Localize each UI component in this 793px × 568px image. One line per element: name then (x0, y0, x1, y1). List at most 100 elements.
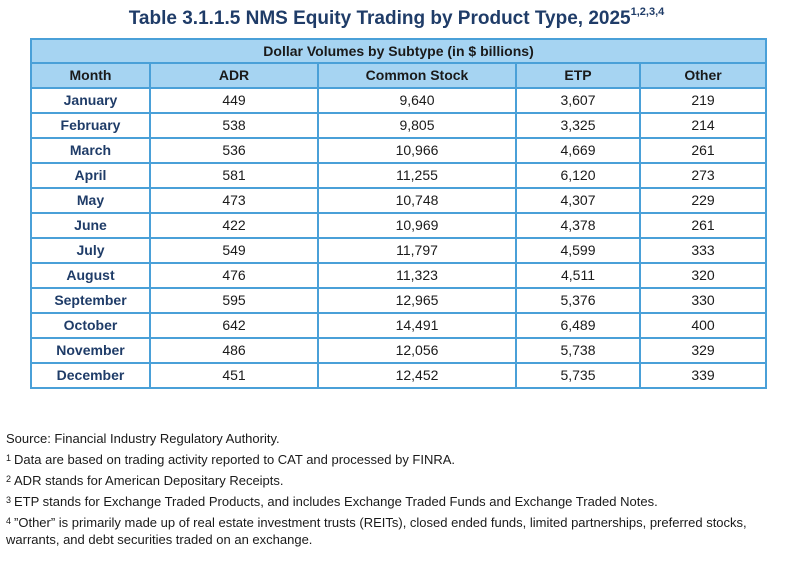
footnote-text: ETP stands for Exchange Traded Products,… (14, 494, 658, 509)
month-cell: August (30, 262, 151, 289)
footnote: 1 Data are based on trading activity repo… (6, 451, 791, 468)
group-header: Dollar Volumes by Subtype (in $ billions… (29, 38, 768, 64)
adr-cell: 486 (149, 337, 319, 364)
title-footnote-refs: 1,2,3,4 (630, 6, 665, 18)
other-cell: 229 (638, 187, 768, 214)
adr-cell: 422 (149, 212, 319, 239)
etp-cell: 4,599 (515, 237, 641, 264)
month-cell: May (30, 187, 151, 214)
month-cell: June (30, 212, 151, 239)
month-cell: July (30, 237, 151, 264)
table-row: December 451 12,452 5,735 339 (30, 362, 768, 389)
common-stock-cell: 10,969 (317, 212, 517, 239)
column-header-other: Other (638, 62, 768, 89)
footnote-marker: 1 (6, 453, 12, 463)
other-cell: 333 (638, 237, 768, 264)
adr-cell: 449 (149, 87, 319, 114)
table-row: August 476 11,323 4,511 320 (30, 262, 768, 289)
column-header-month: Month (30, 62, 151, 89)
footnote-marker: 3 (6, 495, 12, 505)
month-cell: March (30, 137, 151, 164)
etp-cell: 4,378 (515, 212, 641, 239)
etp-cell: 4,669 (515, 137, 641, 164)
table-row: May 473 10,748 4,307 229 (30, 187, 768, 214)
common-stock-cell: 9,805 (317, 112, 517, 139)
month-cell: January (30, 87, 151, 114)
table-row: September 595 12,965 5,376 330 (30, 287, 768, 314)
adr-cell: 476 (149, 262, 319, 289)
footnote-text: Data are based on trading activity repor… (14, 452, 456, 467)
etp-cell: 5,376 (515, 287, 641, 314)
footnotes-list: 1 Data are based on trading activity repo… (6, 451, 791, 548)
footnote: 4 ”Other” is primarily made up of real es… (6, 514, 791, 548)
month-cell: October (30, 312, 151, 339)
etp-cell: 4,511 (515, 262, 641, 289)
adr-cell: 451 (149, 362, 319, 389)
common-stock-cell: 12,965 (317, 287, 517, 314)
month-cell: September (30, 287, 151, 314)
other-cell: 339 (638, 362, 768, 389)
adr-cell: 642 (149, 312, 319, 339)
column-header-common-stock: Common Stock (317, 62, 517, 89)
other-cell: 261 (638, 212, 768, 239)
table-title-text: Table 3.1.1.5 NMS Equity Trading by Prod… (128, 8, 631, 29)
common-stock-cell: 9,640 (317, 87, 517, 114)
other-cell: 219 (638, 87, 768, 114)
column-header-adr: ADR (149, 62, 319, 89)
footnote-text: ”Other” is primarily made up of real est… (6, 515, 747, 547)
other-cell: 330 (638, 287, 768, 314)
table-row: April 581 11,255 6,120 273 (30, 162, 768, 189)
etp-cell: 5,735 (515, 362, 641, 389)
etp-cell: 3,607 (515, 87, 641, 114)
column-header-row: Month ADR Common Stock ETP Other (30, 62, 768, 89)
common-stock-cell: 12,452 (317, 362, 517, 389)
etp-cell: 3,325 (515, 112, 641, 139)
table-row: November 486 12,056 5,738 329 (30, 337, 768, 364)
table-row: October 642 14,491 6,489 400 (30, 312, 768, 339)
etp-cell: 6,489 (515, 312, 641, 339)
footnote-marker: 2 (6, 474, 12, 484)
table-row: February 538 9,805 3,325 214 (30, 112, 768, 139)
etp-cell: 4,307 (515, 187, 641, 214)
adr-cell: 549 (149, 237, 319, 264)
etp-cell: 5,738 (515, 337, 641, 364)
adr-cell: 538 (149, 112, 319, 139)
footnote: 3 ETP stands for Exchange Traded Products… (6, 493, 791, 510)
common-stock-cell: 10,966 (317, 137, 517, 164)
column-header-etp: ETP (515, 62, 641, 89)
footnote-marker: 4 (6, 516, 12, 526)
table-row: March 536 10,966 4,669 261 (30, 137, 768, 164)
common-stock-cell: 12,056 (317, 337, 517, 364)
footnote: 2 ADR stands for American Depositary Rece… (6, 472, 791, 489)
table-row: January 449 9,640 3,607 219 (30, 87, 768, 114)
table-row: June 422 10,969 4,378 261 (30, 212, 768, 239)
table-title: Table 3.1.1.5 NMS Equity Trading by Prod… (0, 6, 793, 30)
month-cell: November (30, 337, 151, 364)
month-cell: April (30, 162, 151, 189)
adr-cell: 595 (149, 287, 319, 314)
source-note: Source: Financial Industry Regulatory Au… (6, 431, 280, 446)
common-stock-cell: 11,255 (317, 162, 517, 189)
etp-cell: 6,120 (515, 162, 641, 189)
common-stock-cell: 10,748 (317, 187, 517, 214)
group-header-row: Dollar Volumes by Subtype (in $ billions… (29, 38, 768, 64)
notes-section: Source: Financial Industry Regulatory Au… (6, 430, 791, 552)
common-stock-cell: 11,797 (317, 237, 517, 264)
month-cell: December (30, 362, 151, 389)
month-cell: February (30, 112, 151, 139)
other-cell: 400 (638, 312, 768, 339)
footnote-text: ADR stands for American Depositary Recei… (14, 473, 284, 488)
other-cell: 320 (638, 262, 768, 289)
other-cell: 261 (638, 137, 768, 164)
common-stock-cell: 11,323 (317, 262, 517, 289)
table-row: July 549 11,797 4,599 333 (30, 237, 768, 264)
other-cell: 329 (638, 337, 768, 364)
adr-cell: 473 (149, 187, 319, 214)
equity-trading-table: Dollar Volumes by Subtype (in $ billions… (29, 38, 768, 389)
adr-cell: 536 (149, 137, 319, 164)
adr-cell: 581 (149, 162, 319, 189)
other-cell: 273 (638, 162, 768, 189)
table-body: January 449 9,640 3,607 219 February 538 9,805 3… (30, 87, 768, 389)
other-cell: 214 (638, 112, 768, 139)
common-stock-cell: 14,491 (317, 312, 517, 339)
